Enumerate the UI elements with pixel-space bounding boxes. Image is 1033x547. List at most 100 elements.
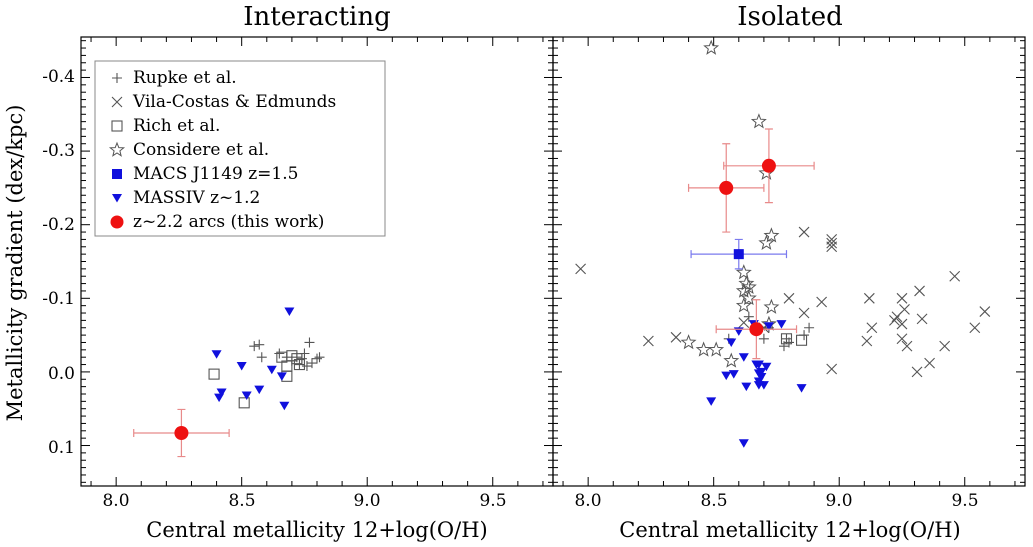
data-point [721, 371, 732, 381]
x-tick-label: 9.5 [479, 491, 506, 511]
data-point [726, 338, 737, 347]
data-point [304, 337, 315, 348]
x-tick-label: 9.0 [353, 491, 380, 511]
x-tick-label: 8.0 [574, 491, 601, 511]
data-point [274, 348, 285, 359]
axis-ticks [81, 37, 553, 486]
data-point [695, 341, 712, 357]
legend: Rupke et al. Vila-Costas & Edmunds Rich … [94, 60, 386, 237]
y-tick-label: -0.2 [42, 215, 75, 235]
data-point [680, 334, 697, 350]
data-point [216, 388, 227, 398]
data-point [740, 289, 757, 306]
data-point [314, 352, 325, 363]
panel-title: Isolated [737, 2, 843, 32]
legend-label: Considere et al. [133, 140, 269, 160]
data-point [969, 322, 981, 334]
data-point [783, 292, 795, 304]
legend-label: Rupke et al. [133, 68, 237, 88]
data-point [939, 340, 951, 352]
data-point [784, 337, 794, 348]
data-point [949, 270, 961, 282]
plot-frame [552, 36, 1026, 487]
legend-symbol [112, 169, 122, 179]
data-point [861, 335, 873, 347]
legend-symbols [108, 73, 126, 229]
data-point [306, 358, 317, 369]
data-point [238, 397, 250, 409]
data-point [312, 353, 322, 364]
y-tick-label: -0.1 [42, 289, 75, 309]
data-point [924, 357, 935, 369]
panel-isolated: Isolated 8.0 8.5 9.0 9.5 Central metalli… [552, 2, 1026, 542]
data-point [826, 234, 838, 245]
data-point [738, 353, 749, 362]
data-point [208, 368, 220, 380]
x-tick-labels: 8.0 8.5 9.0 9.5 [574, 491, 978, 511]
data-marks [133, 307, 325, 458]
data-point [780, 333, 793, 345]
data-point [256, 352, 267, 363]
legend-label: MACS J1149 z=1.5 [133, 164, 298, 184]
data-point [763, 227, 780, 243]
data-point [826, 237, 838, 249]
data-point [706, 397, 717, 406]
data-point [575, 263, 587, 275]
legend-symbol [112, 194, 122, 203]
data-point [750, 113, 767, 129]
data-point [293, 358, 305, 371]
data-point [266, 365, 277, 375]
axis-ticks [553, 37, 1025, 486]
data-point [776, 320, 787, 329]
data-point [279, 401, 290, 411]
panel-title: Interacting [243, 2, 391, 32]
legend-label: z~2.2 arcs (this work) [133, 212, 324, 232]
data-point [761, 362, 772, 372]
panel-interacting: Interacting 8.0 8.5 9.0 9.5 -0.4 -0.3 -0… [42, 2, 554, 542]
figure-ylabel: Metallicity gradient (dex/kpc) [3, 105, 27, 422]
data-point [778, 341, 789, 352]
legend-symbol [110, 215, 124, 229]
data-point [211, 350, 222, 359]
data-point [301, 361, 312, 372]
data-point [254, 385, 265, 395]
y-tick-label: 0.1 [48, 438, 75, 458]
data-point [911, 366, 923, 378]
legend-symbol [108, 141, 126, 157]
data-point [979, 306, 991, 317]
data-point [866, 322, 878, 334]
data-point [719, 180, 734, 195]
data-point [738, 439, 749, 448]
legend-box [94, 60, 386, 237]
y-tick-labels: -0.4 -0.3 -0.2 -0.1 0.0 0.1 [42, 67, 75, 458]
data-point [796, 384, 807, 393]
data-point [708, 341, 725, 357]
data-point [796, 334, 808, 346]
data-point [896, 292, 908, 304]
data-point [294, 359, 305, 370]
data-point [735, 297, 752, 313]
data-point [916, 313, 928, 325]
data-point [756, 367, 767, 377]
legend-symbol [111, 120, 123, 132]
data-point [236, 362, 247, 371]
data-point [901, 340, 913, 352]
data-point [763, 322, 774, 331]
data-point [735, 264, 752, 280]
data-point [758, 381, 769, 390]
data-point [816, 296, 828, 308]
data-point [284, 307, 295, 317]
data-point [241, 391, 252, 400]
legend-label: MASSIV z~1.2 [133, 188, 260, 208]
data-point [758, 234, 775, 250]
data-point [756, 373, 767, 382]
data-point [749, 322, 764, 337]
x-axis-label: Central metallicity 12+log(O/H) [146, 518, 487, 542]
data-point [703, 39, 720, 55]
data-point [738, 317, 750, 328]
data-point [741, 382, 752, 392]
data-point [899, 303, 910, 315]
data-point [733, 249, 744, 260]
data-point [761, 158, 776, 173]
